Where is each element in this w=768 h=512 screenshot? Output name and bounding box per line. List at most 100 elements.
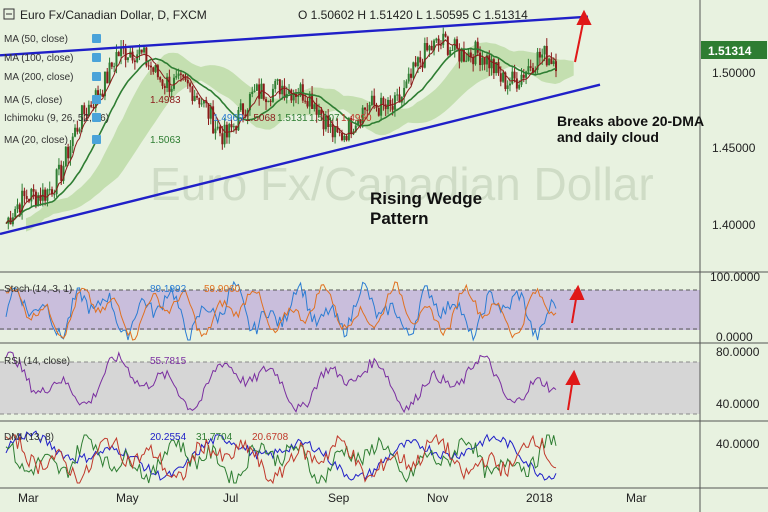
- candle: [113, 62, 116, 73]
- candle: [149, 61, 152, 75]
- candle: [492, 57, 495, 80]
- candle: [271, 84, 274, 103]
- candle: [16, 198, 19, 213]
- candle: [212, 100, 215, 134]
- candle: [253, 84, 256, 93]
- breaks-annotation: Breaks above 20-DMA and daily cloud: [557, 113, 707, 145]
- candle: [412, 61, 415, 80]
- ichimoku-value: 1.5107: [309, 113, 340, 124]
- eye-icon[interactable]: [92, 95, 101, 104]
- candle: [163, 83, 166, 95]
- wedge-upper-line: [0, 15, 589, 57]
- candle: [426, 37, 429, 52]
- watermark: Euro Fx/Canadian Dollar: [150, 158, 654, 210]
- eye-icon[interactable]: [92, 53, 101, 62]
- candle: [444, 31, 447, 38]
- candle: [228, 122, 231, 144]
- stoch-axis-bottom: 0.0000: [716, 330, 753, 344]
- candle: [531, 62, 534, 75]
- indicator-panes: [0, 280, 700, 485]
- legend-label: MA (20, close): [4, 135, 68, 146]
- time-tick: Mar: [626, 491, 647, 505]
- candle: [251, 86, 254, 98]
- rsi-axis-bottom: 40.0000: [716, 397, 760, 411]
- candle: [347, 116, 350, 142]
- eye-icon[interactable]: [92, 113, 101, 122]
- candle: [258, 78, 261, 106]
- stoch-axis-top: 100.0000: [710, 270, 760, 284]
- candle: [469, 47, 472, 63]
- candle: [437, 35, 440, 52]
- candle: [278, 79, 281, 99]
- candle: [419, 50, 422, 69]
- candle: [435, 37, 438, 43]
- rsi-band: [0, 362, 700, 414]
- candle: [433, 38, 436, 56]
- legend-label: MA (200, close): [4, 72, 73, 83]
- candle: [442, 27, 445, 48]
- main-indicator-legend: MA (50, close) MA (100, close) MA (200, cl…: [4, 34, 372, 146]
- candle: [423, 37, 426, 69]
- candle: [506, 80, 509, 95]
- collapse-icon[interactable]: [3, 8, 15, 20]
- candle: [488, 50, 491, 76]
- legend-label: MA (100, close): [4, 53, 73, 64]
- candle: [223, 117, 226, 148]
- eye-icon[interactable]: [92, 34, 101, 43]
- arrows: [565, 9, 592, 411]
- candle: [145, 47, 148, 68]
- eye-icon[interactable]: [92, 72, 101, 81]
- wedge-line-1: Rising Wedge: [370, 189, 482, 208]
- candle: [345, 133, 348, 142]
- time-tick: Mar: [18, 491, 39, 505]
- candle: [375, 102, 378, 112]
- candle: [297, 87, 300, 105]
- candle: [472, 53, 475, 72]
- candle: [37, 192, 40, 207]
- candle: [405, 79, 408, 89]
- candle: [382, 96, 385, 111]
- candle: [410, 68, 413, 86]
- candle: [80, 104, 83, 133]
- candle: [55, 168, 58, 198]
- candle: [522, 69, 525, 83]
- candle: [64, 146, 67, 168]
- candle: [85, 107, 88, 121]
- candle: [334, 125, 337, 144]
- candle: [219, 124, 222, 137]
- candle: [76, 120, 79, 135]
- ichimoku-value: 1.5131: [277, 113, 308, 124]
- arrow-head-rsi: [565, 369, 581, 385]
- dmi-axis-top: 40.0000: [716, 437, 760, 451]
- candle: [60, 160, 63, 186]
- candle: [189, 81, 192, 93]
- candle: [327, 109, 330, 134]
- arrow-head-main: [576, 9, 592, 25]
- candle: [175, 69, 178, 80]
- legend-label: MA (50, close): [4, 34, 68, 45]
- candle: [313, 101, 316, 112]
- candle: [407, 67, 410, 84]
- candle: [508, 77, 511, 92]
- candle: [465, 54, 468, 63]
- candle: [53, 189, 56, 199]
- legend-row: MA (5, close) 1.4983: [4, 95, 181, 106]
- stoch-d-value: 59.9060: [204, 284, 241, 295]
- candle: [350, 115, 353, 139]
- current-price-label: 1.51314: [708, 44, 752, 58]
- price-axis: 1.50000 1.45000 1.40000 1.51314: [701, 41, 767, 232]
- candle: [133, 58, 136, 70]
- dmi-value-1: 20.2554: [150, 432, 187, 443]
- eye-icon[interactable]: [92, 135, 101, 144]
- candle: [370, 90, 373, 107]
- symbol-title: Euro Fx/Canadian Dollar, D, FXCM: [20, 8, 207, 22]
- candle: [377, 107, 380, 117]
- candle: [267, 100, 270, 103]
- candle: [186, 73, 189, 89]
- candle: [14, 206, 17, 220]
- candle: [106, 67, 109, 84]
- candle: [90, 101, 93, 109]
- dmi-value-2: 31.7704: [196, 432, 233, 443]
- dmi-adx-line: [5, 430, 557, 481]
- current-price-tag: [701, 41, 767, 59]
